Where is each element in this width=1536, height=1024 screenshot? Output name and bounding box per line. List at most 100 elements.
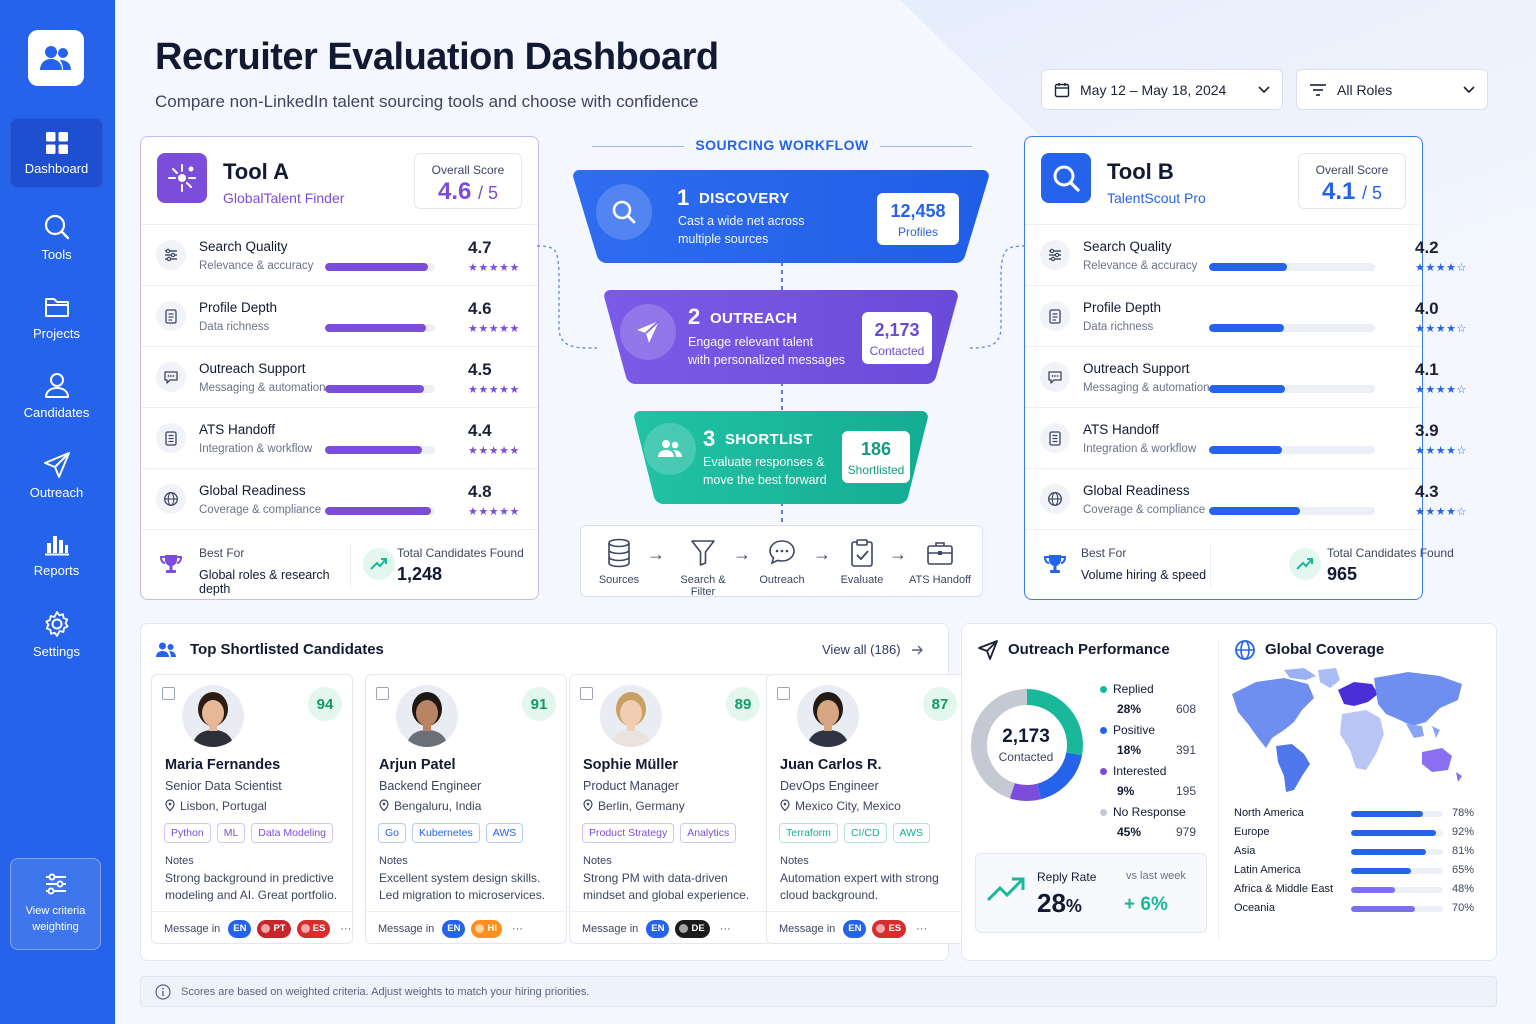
sidebar-item-candidates[interactable]: Candidates xyxy=(10,360,103,430)
region-coverage-bar xyxy=(1351,811,1443,817)
tool-b-overall-score: Overall Score 4.1 / 5 xyxy=(1298,153,1406,209)
database-icon xyxy=(608,538,630,568)
connector-right xyxy=(966,245,1026,349)
view-all-link[interactable]: View all (186) xyxy=(822,642,923,657)
candidate-notes: Strong background in predictive modeling… xyxy=(165,871,338,902)
criteria-score-bar xyxy=(1209,507,1375,515)
language-code: PT xyxy=(273,923,286,934)
select-checkbox[interactable] xyxy=(580,687,593,700)
region-coverage-bar xyxy=(1351,830,1443,836)
notes-label: Notes xyxy=(379,855,408,867)
stage-shortlist[interactable]: 3 SHORTLIST Evaluate responses & move the… xyxy=(634,411,928,504)
language-badge[interactable]: HI xyxy=(471,919,502,938)
criteria-desc: Messaging & automation xyxy=(199,382,326,394)
more-options-icon[interactable]: ··· xyxy=(340,922,352,935)
candidate-location: Berlin, Germany xyxy=(583,799,685,813)
tool-a-product: GlobalTalent Finder xyxy=(223,190,345,206)
total-candidates: Total Candidates Found 965 xyxy=(1289,544,1459,588)
language-badge[interactable]: ES xyxy=(872,919,907,938)
more-options-icon[interactable]: ··· xyxy=(511,922,523,935)
info-icon xyxy=(155,983,171,1000)
region-name: North America xyxy=(1234,807,1304,819)
sidebar-item-label: Tools xyxy=(41,246,72,262)
app-logo[interactable] xyxy=(28,30,84,86)
language-badge[interactable]: EN xyxy=(228,919,252,938)
stage-number: 1 xyxy=(677,185,690,210)
candidate-name: Maria Fernandes xyxy=(165,757,281,773)
score-label: Overall Score xyxy=(431,163,505,177)
more-options-icon[interactable]: ··· xyxy=(719,922,731,935)
sidebar-item-tools[interactable]: Tools xyxy=(10,202,103,272)
donut-center-value: 2,173 xyxy=(1002,726,1050,747)
candidate-card[interactable]: 87 Juan Carlos R. DevOps Engineer Mexico… xyxy=(766,674,968,944)
legend-count: 195 xyxy=(1175,784,1196,798)
candidate-name: Arjun Patel xyxy=(379,757,456,773)
pipeline-step-outreach[interactable]: Outreach xyxy=(753,538,811,586)
language-badge[interactable]: EN xyxy=(646,919,670,938)
criteria-score: 4.0 xyxy=(1415,299,1439,318)
pipeline-step-ats-handoff[interactable]: ATS Handoff xyxy=(907,538,973,586)
select-checkbox[interactable] xyxy=(777,687,790,700)
language-code: HI xyxy=(487,923,497,934)
criteria-score-bar xyxy=(1209,263,1375,271)
candidate-role: DevOps Engineer xyxy=(780,779,879,793)
language-badge[interactable]: EN xyxy=(843,919,867,938)
candidate-card[interactable]: 91 Arjun Patel Backend Engineer Bengalur… xyxy=(365,674,567,944)
document-icon xyxy=(1040,301,1070,331)
funnel-icon xyxy=(691,540,715,566)
score-value: 4.6 xyxy=(437,178,472,205)
more-options-icon[interactable]: ··· xyxy=(916,922,928,935)
search-icon xyxy=(596,184,652,240)
pipeline-step-sources[interactable]: Sources xyxy=(591,538,647,586)
sidebar-item-projects[interactable]: Projects xyxy=(10,282,103,352)
skill-tags: Python ML Data Modeling xyxy=(164,823,334,843)
select-checkbox[interactable] xyxy=(376,687,389,700)
sidebar-item-outreach[interactable]: Outreach xyxy=(10,440,103,510)
stage-outreach[interactable]: 2 OUTREACH Engage relevant talent with pe… xyxy=(604,290,958,384)
globe-icon xyxy=(1235,640,1255,660)
criteria-score: 4.5 xyxy=(468,360,492,379)
candidate-name: Sophie Müller xyxy=(583,757,679,773)
globe-icon xyxy=(1040,484,1070,514)
language-badge[interactable]: PT xyxy=(257,919,291,938)
star-rating: ★★★★☆ xyxy=(1415,445,1467,457)
best-for: Best For Global roles & research depth xyxy=(155,544,351,596)
trophy-icon xyxy=(1043,555,1067,573)
region-pct: 48% xyxy=(1452,883,1475,895)
trophy-icon xyxy=(159,555,183,573)
donut-center-label: Contacted xyxy=(998,750,1054,764)
panel-divider xyxy=(1218,640,1219,940)
language-badge[interactable]: ES xyxy=(296,919,331,938)
sidebar-item-dashboard[interactable]: Dashboard xyxy=(10,118,103,188)
sidebar-item-label: Reports xyxy=(33,562,80,578)
candidate-card[interactable]: 89 Sophie Müller Product Manager Berlin,… xyxy=(569,674,771,944)
skill-tags: Terraform CI/CD AWS xyxy=(779,823,931,843)
select-checkbox[interactable] xyxy=(162,687,175,700)
total-candidates: Total Candidates Found 1,248 xyxy=(359,544,529,588)
pipeline-step-evaluate[interactable]: Evaluate xyxy=(833,538,891,586)
stat-label: Contacted xyxy=(869,344,925,358)
message-in-label: Message in xyxy=(378,922,435,935)
dashboard-icon xyxy=(45,131,68,154)
stage-discovery[interactable]: 1 DISCOVERY Cast a wide net across multip… xyxy=(573,170,989,263)
stat-label: Profiles xyxy=(897,225,938,239)
vs-last-week-label: vs last week xyxy=(1126,870,1186,882)
criteria-label-2: weighting xyxy=(32,921,79,933)
outreach-legend-item: Interested 9% 195 xyxy=(1100,764,1196,798)
reply-rate-unit: % xyxy=(1065,896,1082,916)
language-badge[interactable]: DE xyxy=(675,919,710,938)
view-criteria-weighting-button[interactable]: View criteria weighting xyxy=(10,858,101,950)
stat-value: 12,458 xyxy=(890,201,946,221)
score-max: / 5 xyxy=(1362,183,1383,203)
location-pin-icon xyxy=(583,799,593,812)
language-badge[interactable]: EN xyxy=(442,919,466,938)
sidebar-item-reports[interactable]: Reports xyxy=(10,519,103,589)
date-range-filter[interactable]: May 12 – May 18, 2024 xyxy=(1041,69,1283,110)
role-filter[interactable]: All Roles xyxy=(1296,69,1488,110)
star-rating: ★★★★☆ xyxy=(1415,384,1467,396)
candidate-card[interactable]: 94 Maria Fernandes Senior Data Scientist… xyxy=(151,674,353,944)
stat-value: 2,173 xyxy=(874,320,920,340)
date-range-value: May 12 – May 18, 2024 xyxy=(1080,81,1227,98)
sidebar-item-settings[interactable]: Settings xyxy=(10,599,103,669)
pipeline-step-search-filter[interactable]: Search & Filter xyxy=(667,538,739,598)
